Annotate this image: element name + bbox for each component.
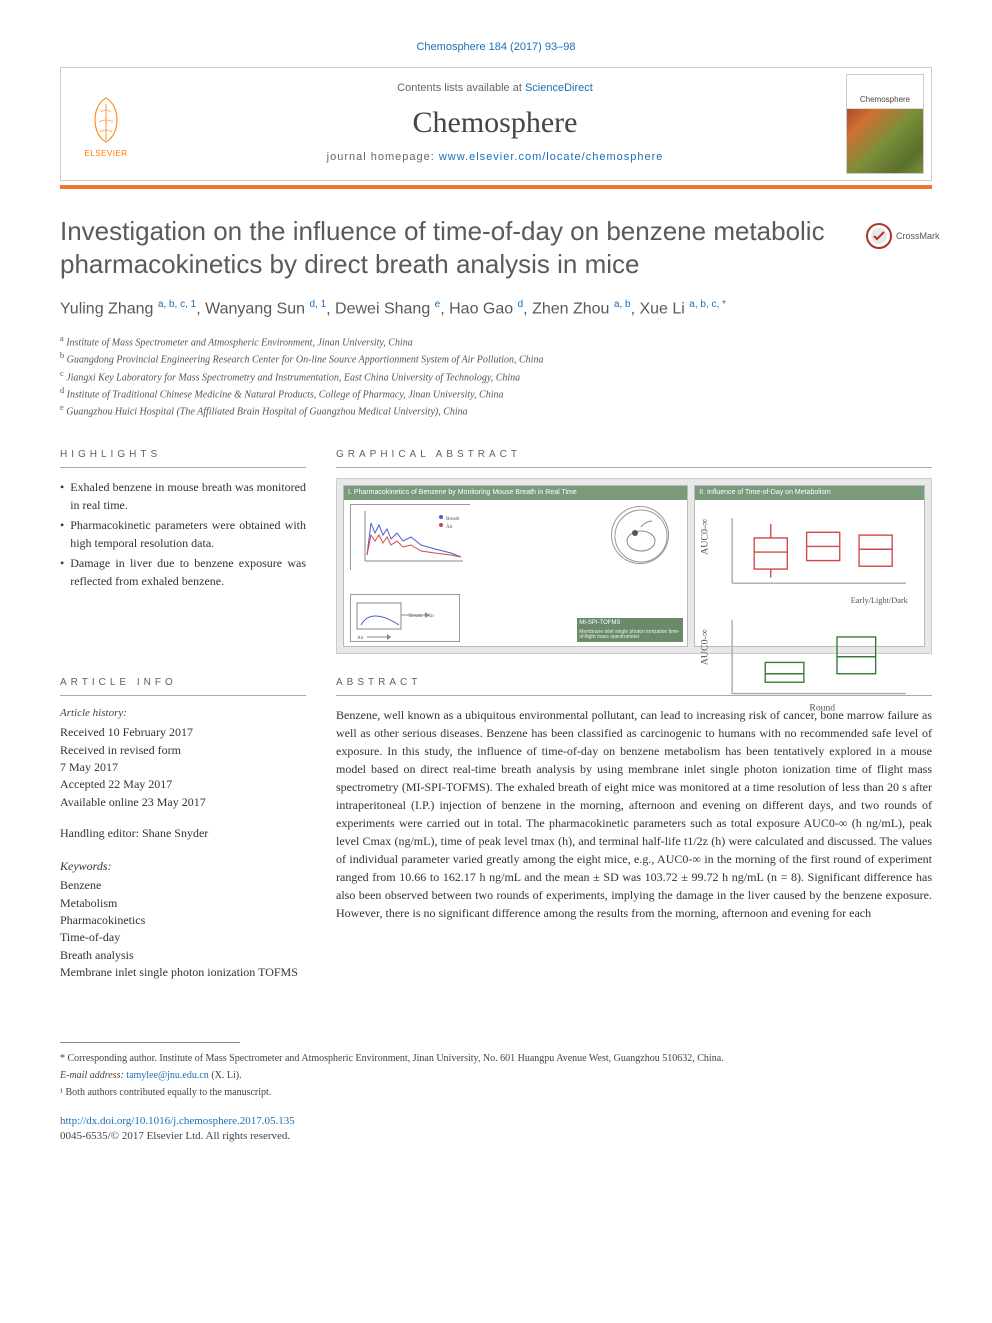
copyright-line: 0045-6535/© 2017 Elsevier Ltd. All right…	[60, 1129, 932, 1144]
ga-instrument-desc: Membrane inlet single photon ionization …	[577, 629, 683, 642]
footnote-separator	[60, 1042, 240, 1043]
keyword-item: Breath analysis	[60, 947, 306, 964]
doi-block: http://dx.doi.org/10.1016/j.chemosphere.…	[60, 1114, 932, 1145]
sciencedirect-link[interactable]: ScienceDirect	[525, 82, 593, 94]
keyword-item: Pharmacokinetics	[60, 912, 306, 929]
equal-contribution: ¹ Both authors contributed equally to th…	[60, 1085, 932, 1100]
doi-link[interactable]: http://dx.doi.org/10.1016/j.chemosphere.…	[60, 1115, 295, 1127]
ga-panel-2-body: AUC0-∞ AUC0-∞	[695, 500, 924, 720]
abstract-text: Benzene, well known as a ubiquitous envi…	[336, 706, 932, 922]
article-info-col: ARTICLE INFO Article history: Received 1…	[60, 676, 306, 982]
affiliation-line: c Jiangxi Key Laboratory for Mass Spectr…	[60, 368, 932, 385]
article-history: Received 10 February 2017 Received in re…	[60, 724, 306, 811]
affiliation-line: a Institute of Mass Spectrometer and Atm…	[60, 333, 932, 350]
keywords-label: Keywords:	[60, 858, 306, 875]
keyword-item: Membrane inlet single photon ionization …	[60, 964, 306, 981]
crossmark-label: CrossMark	[896, 230, 940, 243]
email-name: (X. Li).	[209, 1070, 242, 1081]
revised-line-2: 7 May 2017	[60, 759, 306, 776]
highlight-item: •Damage in liver due to benzene exposure…	[60, 554, 306, 590]
row-highlights-ga: HIGHLIGHTS •Exhaled benzene in mouse bre…	[60, 448, 932, 654]
masthead: ELSEVIER Contents lists available at Sci…	[60, 67, 932, 181]
affiliation-line: d Institute of Traditional Chinese Medic…	[60, 385, 932, 402]
journal-cover: Chemosphere	[846, 74, 924, 174]
svg-text:Air: Air	[357, 636, 364, 641]
graphical-abstract: I. Pharmacokinetics of Benzene by Monito…	[336, 478, 932, 654]
page-root: Chemosphere 184 (2017) 93–98 ELSEVIER Co…	[0, 0, 992, 1184]
ga-panel-2: II. Influence of Time-of-Day on Metaboli…	[694, 485, 925, 647]
homepage-line: journal homepage: www.elsevier.com/locat…	[151, 150, 839, 165]
svg-text:Air: Air	[446, 525, 453, 530]
revised-line-1: Received in revised form	[60, 742, 306, 759]
homepage-link[interactable]: www.elsevier.com/locate/chemosphere	[439, 151, 664, 163]
highlight-item: •Exhaled benzene in mouse breath was mon…	[60, 478, 306, 514]
affiliation-line: e Guangzhou Huici Hospital (The Affiliat…	[60, 402, 932, 419]
ga-panel-2-title: II. Influence of Time-of-Day on Metaboli…	[695, 486, 924, 500]
keyword-item: Benzene	[60, 877, 306, 894]
svg-text:Breath: Breath	[446, 517, 460, 522]
article-history-label: Article history:	[60, 706, 306, 721]
journal-name: Chemosphere	[151, 102, 839, 144]
keyword-item: Time-of-day	[60, 929, 306, 946]
svg-text:Early/Light/Dark: Early/Light/Dark	[851, 595, 909, 604]
top-citation: Chemosphere 184 (2017) 93–98	[60, 40, 932, 55]
email-row: E-mail address: tamylee@jnu.edu.cn (X. L…	[60, 1068, 932, 1083]
corresponding-author: * Corresponding author. Institute of Mas…	[60, 1051, 932, 1066]
homepage-label: journal homepage:	[327, 151, 439, 163]
ga-panel-1: I. Pharmacokinetics of Benzene by Monito…	[343, 485, 688, 647]
email-label: E-mail address:	[60, 1070, 126, 1081]
spacer	[60, 592, 306, 648]
ga-panel-1-title: I. Pharmacokinetics of Benzene by Monito…	[344, 486, 687, 500]
elsevier-logo: ELSEVIER	[74, 89, 138, 159]
svg-text:AUC0-∞: AUC0-∞	[700, 518, 711, 554]
graphical-abstract-col: GRAPHICAL ABSTRACT I. Pharmacokinetics o…	[336, 448, 932, 654]
footnotes: * Corresponding author. Institute of Mas…	[60, 1051, 932, 1100]
highlights-col: HIGHLIGHTS •Exhaled benzene in mouse bre…	[60, 448, 306, 654]
orange-separator	[60, 185, 932, 189]
journal-cover-block: Chemosphere	[839, 68, 931, 180]
ga-instrument-label: MI-SPI-TOFMS	[577, 618, 683, 628]
contents-text: Contents lists available at	[397, 82, 525, 94]
journal-cover-image	[847, 109, 923, 173]
article-info-heading: ARTICLE INFO	[60, 676, 306, 696]
journal-cover-label: Chemosphere	[847, 75, 923, 109]
abstract-col: ABSTRACT Benzene, well known as a ubiqui…	[336, 676, 932, 982]
title-row: Investigation on the influence of time-o…	[60, 215, 932, 280]
highlights-list: •Exhaled benzene in mouse breath was mon…	[60, 478, 306, 590]
highlight-item: •Pharmacokinetic parameters were obtaine…	[60, 516, 306, 552]
affiliations: a Institute of Mass Spectrometer and Atm…	[60, 333, 932, 420]
crossmark-badge[interactable]: CrossMark	[866, 215, 932, 257]
online-date: Available online 23 May 2017	[60, 794, 306, 811]
keywords-block: Keywords: BenzeneMetabolismPharmacokinet…	[60, 858, 306, 982]
accepted-date: Accepted 22 May 2017	[60, 776, 306, 793]
authors: Yuling Zhang a, b, c, 1, Wanyang Sun d, …	[60, 298, 932, 321]
contents-line: Contents lists available at ScienceDirec…	[151, 81, 839, 96]
keyword-item: Metabolism	[60, 895, 306, 912]
handling-editor: Handling editor: Shane Snyder	[60, 825, 306, 842]
article-title: Investigation on the influence of time-o…	[60, 215, 852, 280]
email-link[interactable]: tamylee@jnu.edu.cn	[126, 1070, 209, 1081]
affiliation-line: b Guangdong Provincial Engineering Resea…	[60, 350, 932, 367]
masthead-center: Contents lists available at ScienceDirec…	[151, 68, 839, 180]
publisher-label: ELSEVIER	[84, 148, 127, 159]
ga-panel-1-body: Breath Air	[344, 500, 687, 646]
row-info-abstract: ARTICLE INFO Article history: Received 1…	[60, 676, 932, 982]
svg-text:Round: Round	[810, 702, 836, 713]
ga-heading: GRAPHICAL ABSTRACT	[336, 448, 932, 468]
publisher-logo-block: ELSEVIER	[61, 68, 151, 180]
received-date: Received 10 February 2017	[60, 724, 306, 741]
highlights-heading: HIGHLIGHTS	[60, 448, 306, 468]
svg-text:AUC0-∞: AUC0-∞	[700, 629, 711, 665]
